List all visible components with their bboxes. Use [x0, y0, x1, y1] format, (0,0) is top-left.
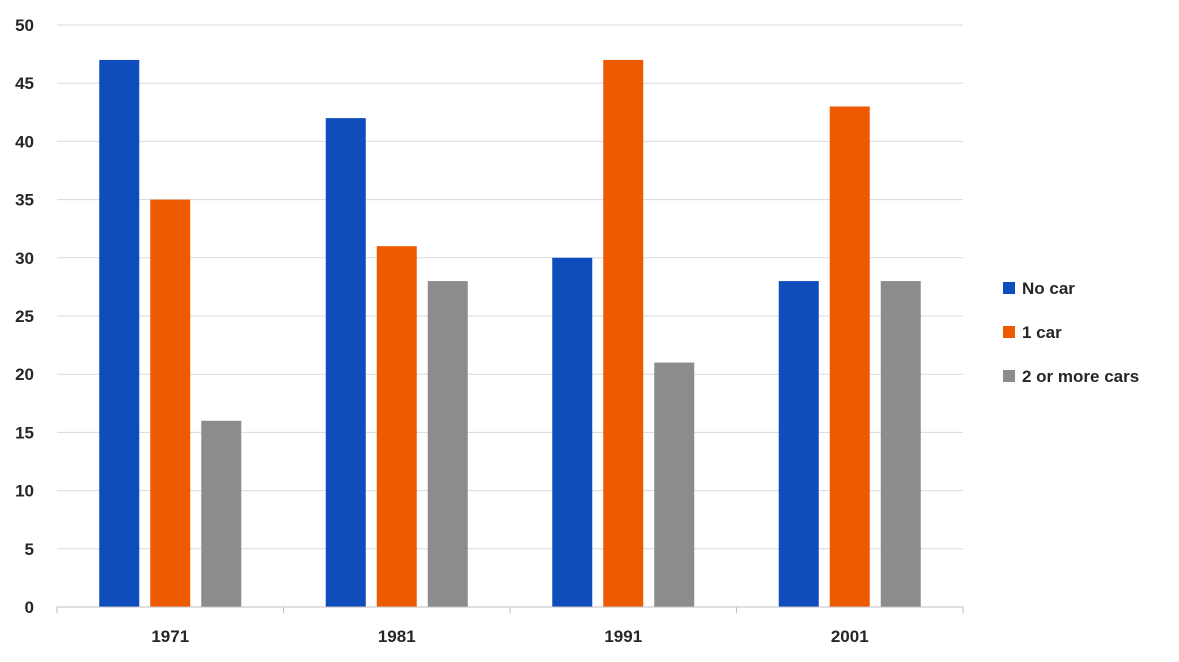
- legend-swatch: [1003, 326, 1015, 338]
- x-tick-label: 1991: [604, 627, 642, 646]
- bar-1-car-1981: [376, 246, 417, 607]
- x-axis: [56, 606, 964, 613]
- y-tick-label: 5: [25, 540, 34, 559]
- legend-swatch: [1003, 282, 1015, 294]
- y-tick-label: 35: [15, 191, 34, 210]
- bar-2-or-more-cars-1991: [654, 362, 695, 607]
- bar-1-car-2001: [829, 106, 870, 607]
- bar-no-car-1991: [552, 257, 593, 607]
- legend-item-no-car: No car: [1003, 279, 1075, 298]
- y-tick-label: 50: [15, 16, 34, 35]
- bar-no-car-1981: [325, 118, 366, 608]
- bar-2-or-more-cars-2001: [880, 281, 921, 607]
- bar-1-car-1991: [603, 59, 644, 608]
- y-tick-label: 45: [15, 74, 34, 93]
- legend: No car 1 car 2 or more cars: [1003, 279, 1139, 386]
- y-tick-label: 25: [15, 307, 34, 326]
- bar-no-car-2001: [778, 281, 819, 607]
- legend-label: 2 or more cars: [1022, 367, 1139, 386]
- legend-item-2-or-more-cars: 2 or more cars: [1003, 367, 1139, 386]
- bar-2-or-more-cars-1971: [201, 420, 242, 607]
- legend-label: 1 car: [1022, 323, 1062, 342]
- legend-label: No car: [1022, 279, 1075, 298]
- bar-1-car-1971: [150, 199, 191, 607]
- gridlines: [57, 24, 963, 550]
- y-tick-label: 0: [25, 598, 34, 617]
- bars: [99, 59, 921, 608]
- bar-no-car-1971: [99, 59, 140, 608]
- bar-2-or-more-cars-1981: [427, 281, 468, 607]
- x-tick-label: 2001: [831, 627, 869, 646]
- x-axis-tick-labels: 1971 1981 1991 2001: [151, 627, 868, 646]
- y-tick-label: 20: [15, 365, 34, 384]
- y-tick-label: 40: [15, 132, 34, 151]
- x-tick-label: 1971: [151, 627, 189, 646]
- y-tick-label: 15: [15, 423, 34, 442]
- legend-item-1-car: 1 car: [1003, 323, 1062, 342]
- legend-swatch: [1003, 370, 1015, 382]
- x-tick-label: 1981: [378, 627, 416, 646]
- y-tick-label: 30: [15, 249, 34, 268]
- y-axis-tick-labels: 0 5 10 15 20 25 30 35 40 45 50: [15, 16, 34, 617]
- y-tick-label: 10: [15, 482, 34, 501]
